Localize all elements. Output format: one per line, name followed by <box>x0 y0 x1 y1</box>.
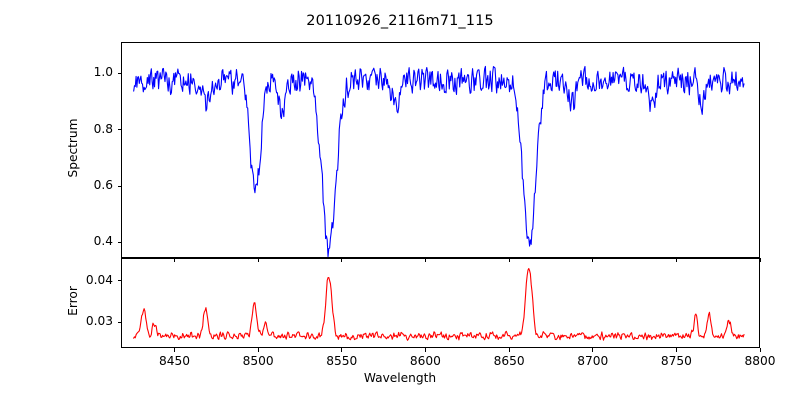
x-tick-label: 8700 <box>563 354 623 368</box>
error-plot-area <box>122 259 759 347</box>
y-tick-label: 1.0 <box>67 65 113 79</box>
y-tick-mark <box>118 73 122 74</box>
x-tick-label: 8600 <box>395 354 455 368</box>
y-tick-mark <box>118 322 122 323</box>
x-tick-mark-upper <box>760 258 761 262</box>
error-y-axis-label: Error <box>66 246 80 356</box>
x-tick-mark-upper <box>258 258 259 262</box>
spectrum-y-axis-label: Spectrum <box>66 88 80 208</box>
x-tick-mark <box>425 348 426 352</box>
x-tick-mark <box>592 348 593 352</box>
x-tick-mark-upper <box>509 258 510 262</box>
spectrum-axes <box>121 42 760 258</box>
x-tick-mark-upper <box>341 258 342 262</box>
y-tick-mark <box>118 242 122 243</box>
figure-canvas: 20110926_2116m71_115 8450 8500 8550 8600 865… <box>0 0 800 400</box>
x-tick-label: 8650 <box>479 354 539 368</box>
spectrum-trace <box>134 66 744 256</box>
y-tick-mark <box>118 186 122 187</box>
y-tick-mark <box>118 129 122 130</box>
x-axis-label: Wavelength <box>0 371 800 385</box>
x-tick-mark <box>760 348 761 352</box>
x-tick-mark <box>509 348 510 352</box>
x-tick-mark <box>341 348 342 352</box>
x-tick-mark-upper <box>592 258 593 262</box>
x-tick-mark-upper <box>174 258 175 262</box>
page-title: 20110926_2116m71_115 <box>0 13 800 29</box>
x-tick-mark <box>258 348 259 352</box>
x-tick-mark-upper <box>425 258 426 262</box>
y-tick-mark <box>118 280 122 281</box>
x-tick-mark <box>174 348 175 352</box>
error-trace <box>134 269 744 341</box>
error-axes <box>121 258 760 348</box>
spectrum-plot-area <box>122 43 759 257</box>
x-tick-label: 8450 <box>145 354 205 368</box>
x-tick-label: 8750 <box>646 354 706 368</box>
x-tick-label: 8550 <box>312 354 372 368</box>
x-tick-label: 8800 <box>730 354 790 368</box>
x-tick-mark <box>676 348 677 352</box>
x-tick-mark-upper <box>676 258 677 262</box>
x-tick-label: 8500 <box>228 354 288 368</box>
